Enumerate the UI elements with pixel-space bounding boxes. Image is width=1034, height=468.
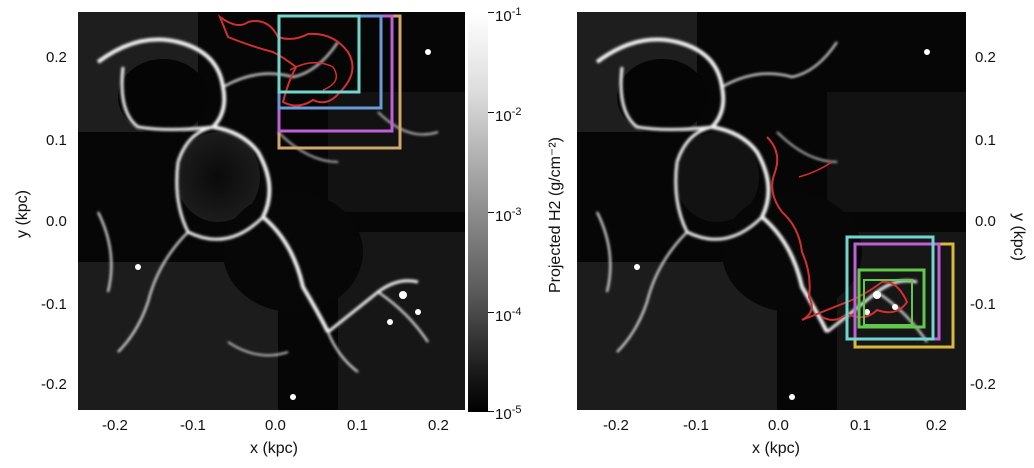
right-density-map (577, 12, 966, 410)
left-x-tick: 0.0 (265, 417, 286, 434)
left-x-tick: 0.1 (347, 417, 368, 434)
box-cyan (845, 235, 935, 341)
filament-network (96, 37, 439, 373)
colorbar-tick: 10-5 (495, 404, 522, 423)
right-x-tick: -0.1 (683, 417, 709, 434)
right-x-tick: -0.2 (603, 417, 629, 434)
left-y-axis-label: y (kpc) (14, 190, 31, 238)
left-density-map (78, 12, 465, 410)
colorbar-tick: 10-1 (495, 6, 522, 25)
filament-network (595, 37, 928, 353)
left-density-image (78, 12, 465, 410)
left-y-tick: -0.2 (41, 376, 67, 393)
right-y-tick: -0.2 (970, 376, 996, 393)
box-green (857, 268, 926, 329)
left-y-tick: 0.2 (46, 49, 67, 66)
colorbar-label: Projected H2 (g/cm⁻²) (547, 136, 564, 294)
right-density-image (577, 12, 966, 410)
right-y-axis-label: y (kpc) (1010, 213, 1027, 261)
colorbar-tick: 10-3 (495, 206, 522, 225)
left-x-tick: -0.2 (102, 417, 128, 434)
right-y-tick: 0.0 (975, 213, 996, 230)
left-y-tick: 0.1 (46, 132, 67, 149)
box-cyan (277, 14, 361, 94)
left-y-tick: 0.0 (46, 213, 67, 230)
box-green-inner (863, 279, 913, 326)
dense-clumps (135, 49, 431, 400)
bubble-void (176, 132, 260, 222)
colorbar (468, 12, 488, 412)
right-y-tick: 0.1 (975, 132, 996, 149)
left-x-tick: -0.1 (180, 417, 206, 434)
right-x-tick: 0.1 (850, 417, 871, 434)
bubble-void (118, 59, 208, 135)
right-y-tick: 0.2 (975, 49, 996, 66)
red-contour (766, 136, 909, 321)
right-x-axis-label: x (kpc) (752, 440, 800, 457)
dense-clumps (634, 49, 930, 400)
right-y-tick: -0.1 (970, 296, 996, 313)
colorbar-tick: 10-2 (495, 106, 522, 125)
right-x-tick: 0.2 (926, 417, 947, 434)
right-x-tick: 0.0 (768, 417, 789, 434)
left-x-tick: 0.2 (428, 417, 449, 434)
colorbar-tick: 10-4 (495, 306, 522, 325)
left-x-axis-label: x (kpc) (250, 440, 298, 457)
left-y-tick: -0.1 (41, 296, 67, 313)
